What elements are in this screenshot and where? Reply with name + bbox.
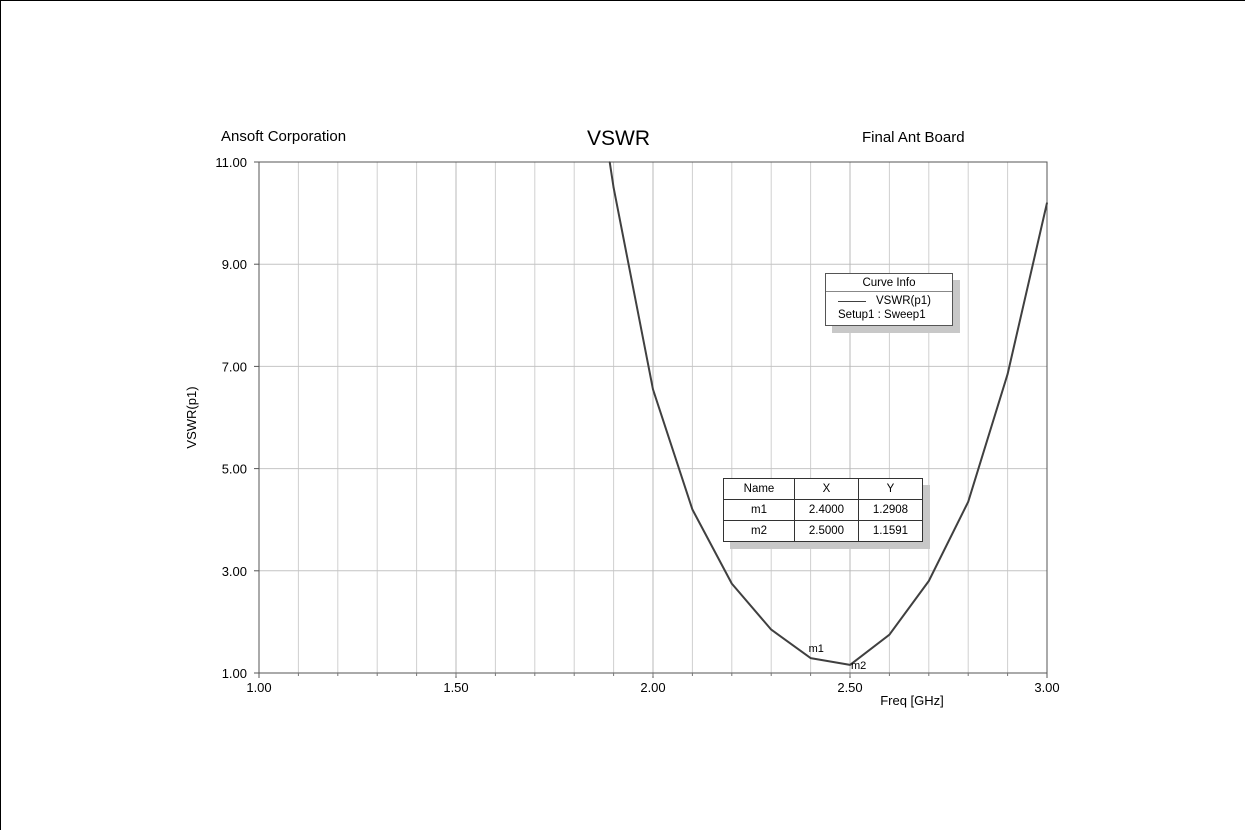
data-point — [1046, 202, 1048, 204]
y-tick-label: 5.00 — [222, 462, 247, 477]
series-line-vswr — [608, 161, 1048, 666]
data-point — [731, 582, 733, 585]
legend-setup-label: Setup1 : Sweep1 — [838, 309, 926, 321]
marker-label: m1 — [809, 643, 824, 655]
data-point — [849, 664, 851, 666]
data-point — [888, 633, 891, 636]
marker-table-cell: m2 — [723, 520, 795, 542]
legend-entry-label: VSWR(p1) — [876, 295, 931, 307]
y-tick-label: 11.00 — [215, 155, 247, 170]
legend-line-swatch — [838, 300, 866, 302]
marker-label: m2 — [851, 660, 866, 672]
y-axis-label: VSWR(p1) — [184, 386, 199, 448]
chart-title: VSWR — [587, 127, 650, 150]
y-tick-label: 7.00 — [222, 359, 247, 374]
x-axis-label: Freq [GHz] — [880, 693, 944, 708]
data-point — [608, 161, 611, 163]
data-point — [770, 628, 772, 631]
data-point — [809, 657, 812, 659]
legend-entry: VSWR(p1) — [826, 292, 952, 307]
y-tick-label: 1.00 — [222, 666, 247, 681]
data-point — [691, 508, 694, 511]
x-tick-label: 2.00 — [640, 680, 665, 695]
marker-table-header: Y — [858, 478, 923, 500]
marker-table-row: m1 2.4000 1.2908 — [723, 499, 923, 521]
marker-table-header-row: Name X Y — [723, 478, 923, 500]
company-label: Ansoft Corporation — [221, 128, 347, 145]
curve-info-legend[interactable]: Curve Info VSWR(p1) Setup1 : Sweep1 — [825, 273, 953, 326]
x-tick-label: 1.00 — [246, 680, 271, 695]
data-point — [928, 580, 930, 582]
marker-table-cell: 1.1591 — [858, 520, 923, 542]
marker-table-cell: m1 — [723, 499, 795, 521]
y-tick-label: 9.00 — [222, 257, 247, 272]
marker-table-row: m2 2.5000 1.1591 — [723, 520, 923, 542]
legend-header: Curve Info — [826, 274, 952, 292]
marker-table-cell: 2.4000 — [794, 499, 859, 521]
x-tick-label: 3.00 — [1034, 680, 1059, 695]
data-point — [612, 186, 615, 189]
project-label: Final Ant Board — [862, 129, 965, 146]
x-tick-label: 1.50 — [443, 680, 468, 695]
x-tick-label: 2.50 — [837, 680, 862, 695]
marker-table-header: X — [794, 478, 859, 500]
marker-table[interactable]: Name X Y m1 2.4000 1.2908 m2 2.5000 1.15… — [723, 478, 923, 542]
y-tick-label: 3.00 — [222, 564, 247, 579]
marker-table-cell: 2.5000 — [794, 520, 859, 542]
marker-table-cell: 1.2908 — [858, 499, 923, 521]
marker-table-header: Name — [723, 478, 795, 500]
data-point — [967, 501, 969, 503]
data-point — [1006, 373, 1009, 375]
data-point — [652, 388, 654, 391]
